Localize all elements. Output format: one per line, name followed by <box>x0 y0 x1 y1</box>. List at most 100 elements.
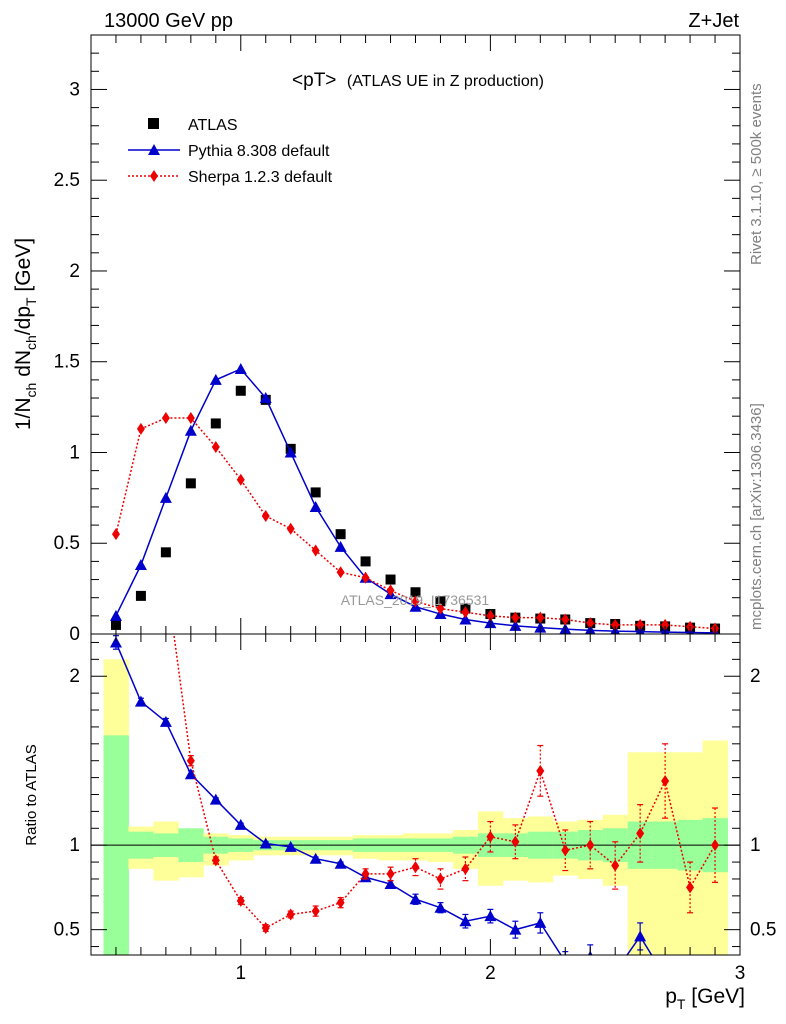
ratio-panel-bands <box>91 659 740 955</box>
watermark-label: ATLAS_2019_I1736531 <box>341 592 490 608</box>
legend-label: ATLAS <box>188 117 238 134</box>
ratio-sherpa-marker <box>361 867 370 880</box>
ratio-pythia-marker <box>334 857 347 869</box>
xlabel: pT [GeV] <box>665 985 745 1012</box>
ratio-sherpa-marker <box>486 830 495 843</box>
process-label: Z+Jet <box>688 10 739 32</box>
sherpa-marker <box>536 611 545 624</box>
sherpa-marker <box>636 618 645 631</box>
sherpa-marker <box>586 617 595 630</box>
pythia-marker <box>209 373 222 385</box>
ratio-pythia-marker <box>234 818 247 830</box>
sherpa-marker <box>386 584 395 597</box>
pythia-marker <box>284 446 297 458</box>
ratio-sherpa-marker <box>586 839 595 852</box>
chart-title-main: <pT> <box>292 70 336 91</box>
main-ytick-label: 3 <box>69 79 80 100</box>
ratio-ytick-label-left: 1 <box>69 835 80 856</box>
ratio-sherpa-marker <box>286 908 295 921</box>
ratio-sherpa-marker <box>186 754 195 767</box>
ratio-ytick-label-right: 1 <box>750 835 761 856</box>
ratio-sherpa-marker <box>336 896 345 909</box>
main-ytick-label: 1.5 <box>54 352 80 373</box>
ratio-ytick-label-right: 2 <box>750 666 761 687</box>
pythia-marker <box>309 500 322 512</box>
atlas-marker <box>335 529 346 540</box>
sherpa-marker <box>461 606 470 619</box>
ratio-pythia-marker <box>459 915 472 927</box>
sherpa-marker <box>286 522 295 535</box>
ratio-sherpa-marker <box>686 881 695 894</box>
ratio-sherpa-marker <box>536 764 545 777</box>
ratio-panel-axes: 1 2 3 0.5 0.5 1 1 2 2 <box>54 634 776 984</box>
ratio-xtick-label: 3 <box>735 963 746 984</box>
ratio-sherpa-marker <box>561 844 570 857</box>
sherpa-marker <box>261 510 270 523</box>
ratio-sherpa-marker <box>211 854 220 867</box>
ratio-ytick-label-left: 2 <box>69 666 80 687</box>
pythia-marker <box>184 424 197 436</box>
atlas-marker <box>310 487 321 498</box>
pythia-marker <box>334 540 347 552</box>
atlas-marker <box>160 547 171 558</box>
pythia-marker <box>159 491 172 503</box>
ratio-pythia-marker <box>209 793 222 805</box>
ratio-sherpa-marker <box>162 569 170 581</box>
legend-marker-sherpa <box>150 170 158 182</box>
atlas-marker <box>360 556 371 567</box>
sherpa-marker <box>511 611 520 624</box>
pythia-marker <box>109 609 122 621</box>
rivet-label: Rivet 3.1.10, ≥ 500k events <box>748 83 765 265</box>
pythia-marker <box>509 619 522 631</box>
ratio-pythia-line <box>115 642 653 955</box>
ratio-sherpa-marker <box>636 827 645 840</box>
energy-label: 13000 GeV pp <box>104 10 233 32</box>
ratio-xtick-label: 2 <box>485 963 496 984</box>
ratio-pythia-marker <box>609 966 621 977</box>
chart-title: <pT> (ATLAS UE in Z production) <box>292 70 544 91</box>
ratio-xtick-label: 1 <box>235 963 246 984</box>
main-ylabel: 1/Nch dNch/dpT [GeV] <box>12 238 39 430</box>
ratio-sherpa-marker <box>411 861 420 874</box>
mcplots-label: mcplots.cern.ch [arXiv:1306.3436] <box>748 403 765 630</box>
legend-marker-atlas <box>148 118 159 129</box>
ratio-pythia-marker <box>634 930 647 942</box>
sherpa-marker <box>311 544 320 557</box>
sherpa-marker <box>661 618 670 631</box>
ratio-pythia-marker <box>509 923 522 935</box>
ratio-sherpa-marker <box>261 921 270 934</box>
ratio-sherpa-marker <box>611 859 620 872</box>
ratio-pythia-marker <box>184 768 197 780</box>
ratio-sherpa-marker <box>386 867 395 880</box>
chart-title-sub: (ATLAS UE in Z production) <box>347 73 544 90</box>
ratio-ylabel: Ratio to ATLAS <box>23 744 40 845</box>
pythia-marker <box>259 392 272 404</box>
ratio-ytick-label-left: 0.5 <box>54 920 80 941</box>
ratio-pythia-marker <box>659 971 671 982</box>
legend: ATLAS Pythia 8.308 default Sherpa 1.2.3 de… <box>128 117 333 186</box>
sherpa-marker <box>336 566 345 579</box>
pythia-marker <box>234 362 247 374</box>
atlas-marker <box>435 596 446 607</box>
sherpa-marker <box>136 422 145 435</box>
pythia-marker <box>459 613 472 625</box>
sherpa-marker <box>411 595 420 608</box>
sherpa-marker <box>186 411 195 424</box>
ratio-pythia-marker <box>559 956 571 967</box>
atlas-marker <box>185 478 196 489</box>
sherpa-marker <box>361 571 370 584</box>
ratio-pythia-marker <box>309 852 322 864</box>
sherpa-marker <box>436 602 445 615</box>
ratio-pythia-marker <box>684 974 696 985</box>
ratio-pythia-marker <box>134 695 147 707</box>
ratio-sherpa-marker <box>511 835 520 848</box>
ratio-sherpa-marker <box>311 905 320 918</box>
ratio-pythia-marker <box>409 893 422 905</box>
atlas-marker <box>235 385 246 396</box>
ratio-sherpa-marker <box>137 96 145 108</box>
ratio-pythia-marker <box>434 901 447 913</box>
ratio-pythia-marker <box>284 840 297 852</box>
ratio-sherpa-marker <box>236 894 245 907</box>
ratio-pythia-marker <box>534 916 547 928</box>
